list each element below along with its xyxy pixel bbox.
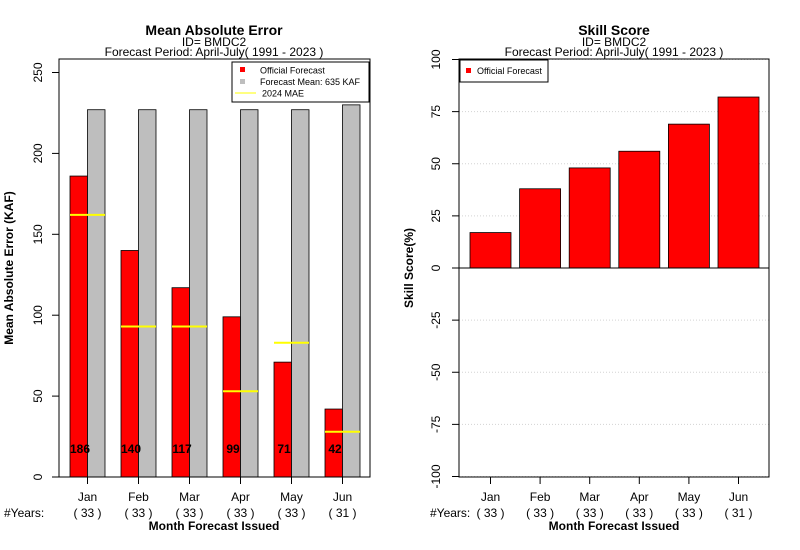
skill-y-tick-label: -75 xyxy=(429,415,443,433)
skill-years-count: ( 33 ) xyxy=(476,506,504,520)
skill-legend-label-official: Official Forecast xyxy=(477,66,542,76)
skill-y-tick-label: -25 xyxy=(429,311,443,329)
mae-chart-subtitle-id: ID= BMDC2 xyxy=(182,35,247,49)
mae-bar-mean xyxy=(291,109,310,478)
skill-legend-box xyxy=(459,59,549,83)
skill-bar xyxy=(568,167,611,269)
mae-years-count: ( 33 ) xyxy=(175,506,203,520)
mae-legend-label-official: Official Forecast xyxy=(260,66,325,76)
mae-chart-title: Mean Absolute Error xyxy=(145,22,283,38)
skill-years-count: ( 33 ) xyxy=(625,506,653,520)
mae-legend-box xyxy=(231,61,370,103)
mae-data-label: 99 xyxy=(226,442,240,456)
skill-x-tick-label: May xyxy=(678,490,701,504)
mae-chart: Mean Absolute Error ID= BMDC2 Forecast P… xyxy=(2,22,371,533)
skill-years-count: ( 31 ) xyxy=(724,506,752,520)
mae-plot-area: 0 50 100 150 200 250 186 Jan ( 33 ) 140 Feb ( 33 ) 1… xyxy=(31,62,361,520)
mae-y-tick-label: 250 xyxy=(31,62,45,82)
skill-years-label: #Years: xyxy=(430,506,470,520)
skill-x-tick-label: Jan xyxy=(481,490,500,504)
mae-y-tick-label: 100 xyxy=(31,305,45,325)
skill-y-tick-label: 25 xyxy=(429,209,443,223)
skill-plot-area: -100 -75 -50 -25 0 25 50 75 100 Jan ( 33 ) Feb ( 33 … xyxy=(429,49,769,520)
mae-data-label: 186 xyxy=(70,442,90,456)
skill-y-tick-label: -50 xyxy=(429,363,443,381)
skill-bar xyxy=(469,232,512,269)
skill-years-count: ( 33 ) xyxy=(675,506,703,520)
mae-legend: Official Forecast Forecast Mean: 635 KAF… xyxy=(231,61,370,103)
skill-chart: Skill Score ID= BMDC2 Forecast Period: A… xyxy=(402,22,770,533)
skill-bar xyxy=(717,96,760,269)
mae-bar-mean xyxy=(240,109,259,478)
mae-x-tick-label: Apr xyxy=(231,490,250,504)
mae-years-count: ( 33 ) xyxy=(277,506,305,520)
skill-years-count: ( 33 ) xyxy=(576,506,604,520)
skill-legend: Official Forecast xyxy=(459,59,549,83)
skill-x-tick-label: Feb xyxy=(530,490,551,504)
mae-y-tick-label: 50 xyxy=(31,389,45,403)
mae-y-tick-label: 200 xyxy=(31,143,45,163)
skill-x-tick-label: Apr xyxy=(630,490,649,504)
skill-x-axis-label: Month Forecast Issued xyxy=(549,519,680,533)
skill-chart-subtitle-id: ID= BMDC2 xyxy=(582,35,647,49)
mae-x-axis-label: Month Forecast Issued xyxy=(149,519,280,533)
mae-legend-swatch-official xyxy=(240,67,245,72)
mae-data-label: 117 xyxy=(172,442,192,456)
mae-x-tick-label: May xyxy=(280,490,303,504)
skill-y-tick-label: -100 xyxy=(429,464,443,488)
mae-data-label: 140 xyxy=(121,442,141,456)
mae-bar-official xyxy=(69,175,88,478)
skill-y-tick-label: 50 xyxy=(429,157,443,171)
mae-bar-mean xyxy=(342,104,361,478)
skill-chart-subtitle-period: Forecast Period: April-July( 1991 - 2023… xyxy=(505,45,724,59)
mae-chart-subtitle-period: Forecast Period: April-July( 1991 - 2023… xyxy=(105,45,324,59)
mae-x-tick-label: Feb xyxy=(128,490,149,504)
mae-plot-border xyxy=(58,58,371,478)
skill-x-tick-label: Jun xyxy=(729,490,748,504)
mae-x-tick-label: Mar xyxy=(179,490,200,504)
mae-legend-swatch-mean xyxy=(240,79,245,84)
skill-chart-title: Skill Score xyxy=(578,22,650,38)
mae-data-label: 42 xyxy=(328,442,342,456)
mae-years-count: ( 31 ) xyxy=(328,506,356,520)
mae-bar-official xyxy=(273,361,292,478)
mae-y-tick-label: 0 xyxy=(31,473,45,480)
mae-years-label: #Years: xyxy=(4,506,44,520)
mae-bar-mean xyxy=(87,109,106,478)
mae-bar-mean xyxy=(189,109,208,478)
mae-y-tick-label: 150 xyxy=(31,224,45,244)
skill-plot-border xyxy=(458,58,770,478)
skill-bar xyxy=(519,188,561,269)
mae-x-tick-label: Jan xyxy=(78,490,97,504)
mae-y-axis-label: Mean Absolute Error (KAF) xyxy=(2,191,16,345)
mae-legend-label-2024: 2024 MAE xyxy=(262,89,304,99)
mae-years-count: ( 33 ) xyxy=(226,506,254,520)
mae-bar-mean xyxy=(138,109,157,478)
mae-years-count: ( 33 ) xyxy=(73,506,101,520)
skill-y-axis-label: Skill Score(%) xyxy=(402,228,416,308)
mae-legend-label-mean: Forecast Mean: 635 KAF xyxy=(260,77,361,87)
mae-years-count: ( 33 ) xyxy=(124,506,152,520)
skill-y-tick-label: 0 xyxy=(429,264,443,271)
mae-data-label: 71 xyxy=(277,442,291,456)
skill-y-tick-label: 75 xyxy=(429,105,443,119)
mae-x-tick-label: Jun xyxy=(333,490,352,504)
skill-legend-swatch-official xyxy=(466,68,471,73)
skill-y-tick-label: 100 xyxy=(429,49,443,69)
skill-x-tick-label: Mar xyxy=(579,490,600,504)
skill-bar xyxy=(668,123,710,269)
skill-years-count: ( 33 ) xyxy=(526,506,554,520)
skill-bar xyxy=(618,150,661,269)
